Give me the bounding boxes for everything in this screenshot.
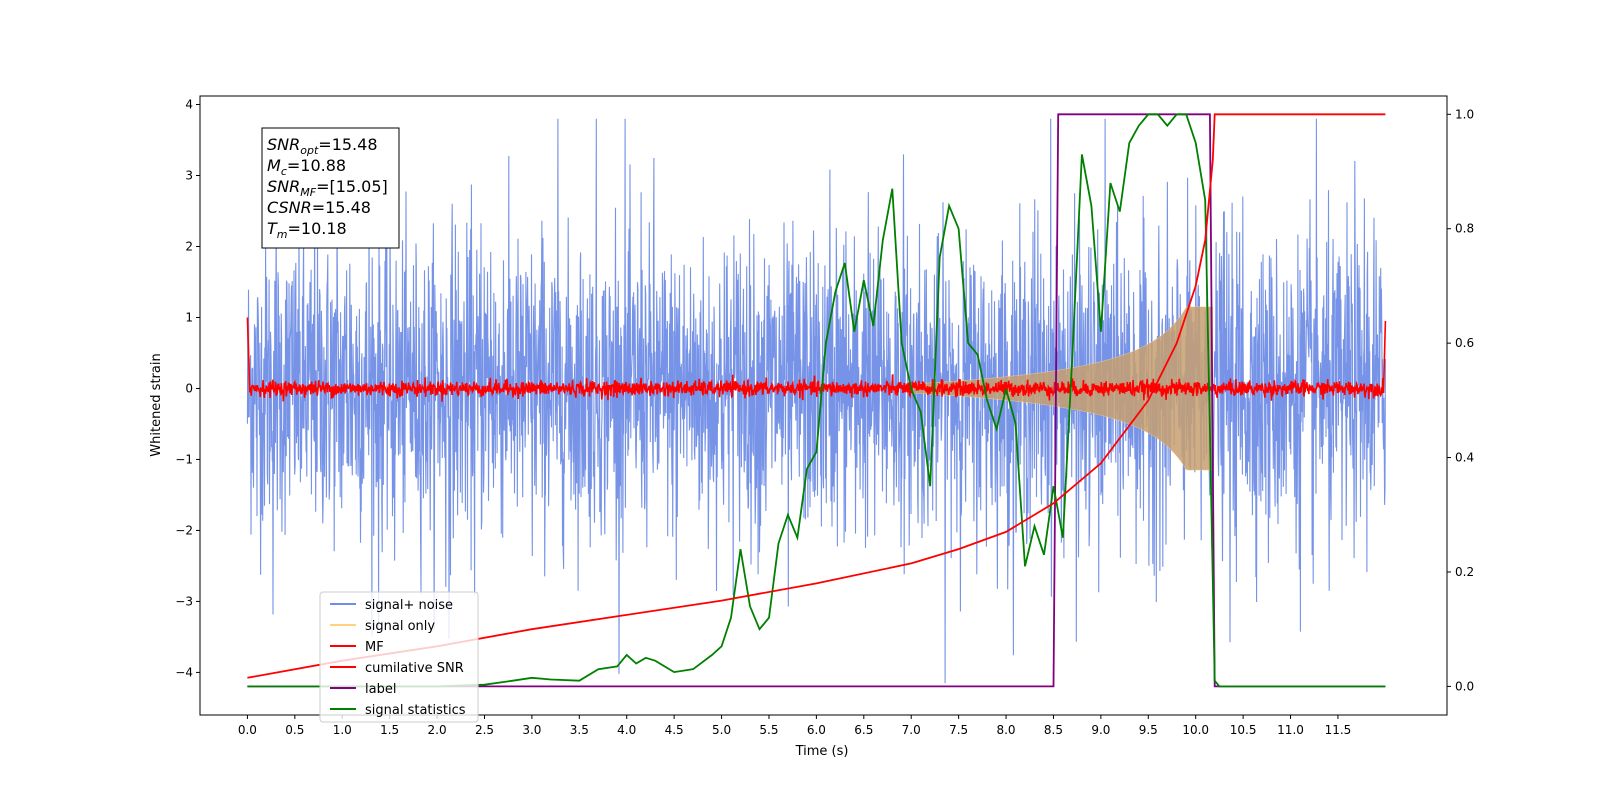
x-tick-label: 9.0 — [1091, 723, 1110, 737]
annotation-variable: SNR — [267, 177, 300, 196]
y-right-tick-label: 1.0 — [1455, 107, 1474, 121]
x-tick-label: 7.5 — [949, 723, 968, 737]
series-signal-noise-line — [246, 118, 1386, 684]
x-tick-label: 3.5 — [570, 723, 589, 737]
y-right-tick-label: 0.8 — [1455, 222, 1474, 236]
x-tick-label: 4.5 — [665, 723, 684, 737]
annotation-line: Mc=10.88 — [267, 156, 346, 178]
y-right-tick-label: 0.6 — [1455, 336, 1474, 350]
stats-annotation-box: SNRopt=15.48Mc=10.88SNRMF=[15.05]CSNR=15… — [261, 127, 400, 249]
legend-entry-label: signal+ noise — [365, 598, 453, 613]
y-left-tick-label: 2 — [185, 239, 193, 253]
x-tick-label: 7.0 — [902, 723, 921, 737]
annotation-frame — [261, 127, 400, 249]
x-tick-label: 6.0 — [807, 723, 826, 737]
y-right-tick-label: 0.0 — [1455, 679, 1474, 693]
x-tick-label: 1.0 — [333, 723, 352, 737]
x-axis-label: Time (s) — [795, 744, 849, 759]
annotation-line: SNRMF=[15.05] — [267, 177, 388, 199]
plot-area-frame — [199, 95, 1448, 716]
legend-entry-label: label — [365, 682, 396, 697]
x-tick-label: 1.5 — [380, 723, 399, 737]
annotation-value: =15.48 — [318, 135, 377, 154]
y-left-tick-label: −3 — [175, 594, 193, 608]
annotation-variable: M — [267, 156, 281, 175]
series-mf-line — [246, 317, 1387, 402]
x-tick-label: 2.0 — [428, 723, 447, 737]
x-tick-label: 2.5 — [475, 723, 494, 737]
y-right-tick-label: 0.2 — [1455, 565, 1474, 579]
annotation-variable: SNR — [267, 135, 300, 154]
series-cumulative-snr-line — [247, 113, 1386, 679]
x-tick-label: 10.5 — [1230, 723, 1257, 737]
annotation-value: =10.88 — [287, 156, 346, 175]
y-left-tick-label: −1 — [175, 452, 193, 466]
x-tick-label: 3.0 — [522, 723, 541, 737]
legend-entry-label: cumilative SNR — [365, 661, 464, 676]
legend-entry-label: signal only — [365, 619, 435, 634]
x-tick-label: 11.0 — [1277, 723, 1304, 737]
x-tick-label: 11.5 — [1325, 723, 1352, 737]
y-left-tick-label: −4 — [175, 665, 193, 679]
y-axis-label-left: Whitened strain — [149, 353, 164, 456]
legend-entry-label: signal statistics — [365, 703, 466, 718]
annotation-value: =10.18 — [288, 219, 347, 238]
annotation-variable: T — [267, 219, 278, 238]
y-left-tick-label: −2 — [175, 523, 193, 537]
legend-frame — [319, 591, 479, 723]
x-tick-label: 8.5 — [1044, 723, 1063, 737]
y-left-tick-label: 3 — [185, 169, 193, 183]
annotation-line: CSNR=15.48 — [267, 198, 371, 217]
annotation-line: Tm=10.18 — [267, 219, 347, 241]
legend: signal+ noise signal only MF cumilative SNR… — [319, 591, 479, 723]
annotation-value: =15.48 — [312, 198, 371, 217]
x-tick-label: 8.0 — [996, 723, 1015, 737]
x-tick-label: 4.0 — [617, 723, 636, 737]
x-tick-label: 5.0 — [712, 723, 731, 737]
x-tick-label: 10.0 — [1182, 723, 1209, 737]
annotation-line: SNRopt=15.48 — [267, 135, 378, 157]
x-tick-label: 6.5 — [854, 723, 873, 737]
annotation-variable: CSNR — [267, 198, 312, 217]
legend-entry-label: MF — [365, 640, 384, 655]
annotation-subscript: c — [281, 165, 287, 178]
annotation-subscript: MF — [300, 186, 316, 199]
annotation-subscript: opt — [300, 144, 319, 157]
x-tick-label: 9.5 — [1139, 723, 1158, 737]
x-tick-label: 0.5 — [285, 723, 304, 737]
x-tick-label: 0.0 — [238, 723, 257, 737]
annotation-value: =[15.05] — [316, 177, 388, 196]
y-left-tick-label: 0 — [185, 381, 193, 395]
y-left-tick-label: 1 — [185, 310, 193, 324]
x-tick-label: 5.5 — [759, 723, 778, 737]
annotation-subscript: m — [277, 228, 288, 241]
y-left-tick-label: 4 — [185, 98, 193, 112]
series-signal-statistics-line — [247, 113, 1386, 688]
y-right-tick-label: 0.4 — [1455, 451, 1474, 465]
